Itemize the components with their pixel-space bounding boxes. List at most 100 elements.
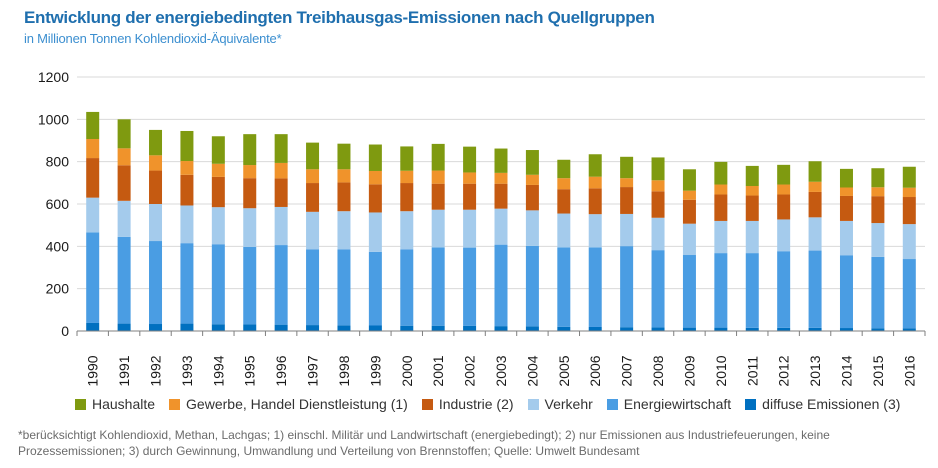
- bar-segment: [839, 328, 853, 331]
- bar-segment: [745, 253, 759, 328]
- bar-segment: [777, 327, 791, 331]
- bar-segment: [243, 178, 257, 209]
- x-tick-label: 2003: [493, 355, 509, 386]
- x-tick-label: 1997: [305, 355, 321, 386]
- bar-segment: [525, 174, 539, 185]
- bar-segment: [306, 169, 320, 184]
- legend-item: Industrie (2): [421, 396, 514, 412]
- legend-label: Verkehr: [544, 396, 593, 412]
- x-tick-label: 2002: [462, 355, 478, 386]
- bar-segment: [274, 178, 288, 207]
- bar-segment: [525, 326, 539, 331]
- bar-segment: [243, 208, 257, 247]
- bar-segment: [902, 224, 916, 260]
- bar-segment: [745, 195, 759, 221]
- bar-segment: [180, 130, 194, 162]
- bar-segment: [306, 142, 320, 170]
- bar-segment: [871, 187, 885, 197]
- legend-label: Energiewirtschaft: [623, 396, 732, 412]
- bar-segment: [337, 211, 351, 250]
- bar-segment: [682, 190, 696, 200]
- legend-swatch: [421, 398, 433, 410]
- bar-segment: [463, 325, 477, 331]
- x-tick-label: 1998: [336, 355, 352, 386]
- bar-segment: [463, 172, 477, 184]
- legend-label: Haushalte: [92, 396, 156, 412]
- bar-segment: [651, 250, 665, 328]
- bar-segment: [557, 159, 571, 179]
- bar-segment: [149, 204, 163, 242]
- bar-segment: [400, 146, 414, 171]
- x-tick-label: 1992: [148, 355, 164, 386]
- bar-segment: [337, 169, 351, 183]
- bar-segment: [682, 199, 696, 224]
- bar-segment: [588, 247, 602, 327]
- bar-segment: [337, 143, 351, 170]
- bar-segment: [400, 325, 414, 331]
- bar-segment: [211, 207, 225, 245]
- bar-segment: [777, 219, 791, 252]
- bar-segment: [651, 157, 665, 181]
- x-tick-label: 2006: [587, 355, 603, 386]
- bar-segment: [274, 245, 288, 325]
- bar-segment: [902, 197, 916, 225]
- bar-segment: [368, 251, 382, 326]
- bar-segment: [745, 220, 759, 254]
- bar-segment: [211, 176, 225, 208]
- bar-segment: [871, 168, 885, 188]
- y-tick-label: 200: [46, 281, 70, 297]
- axes: 0 200 400 600 800 1000 1200 1990 1991 1992 1993 199…: [38, 69, 926, 387]
- bar-segment: [525, 210, 539, 246]
- bar-segment: [682, 255, 696, 328]
- bar-segment: [557, 247, 571, 327]
- legend-swatch: [75, 398, 86, 410]
- bar-segment: [745, 327, 759, 331]
- bar-segment: [871, 328, 885, 331]
- legend-label: Industrie (2): [438, 396, 514, 412]
- bar-segment: [243, 246, 257, 325]
- bar-segment: [651, 180, 665, 192]
- bar-segment: [682, 223, 696, 256]
- bar-segment: [149, 155, 163, 171]
- x-tick-label: 1991: [116, 355, 132, 386]
- bar-segment: [808, 327, 822, 331]
- bar-segment: [400, 211, 414, 250]
- bar-segment: [337, 182, 351, 212]
- x-tick-label: 2008: [650, 355, 666, 386]
- bar-segment: [368, 212, 382, 252]
- bars: [86, 111, 916, 331]
- x-tick-label: 2011: [744, 356, 760, 386]
- bar-segment: [620, 187, 634, 214]
- bar-segment: [651, 327, 665, 331]
- bar-segment: [494, 148, 508, 173]
- x-tick-label: 2013: [807, 355, 823, 386]
- chart-subtitle: in Millionen Tonnen Kohlendioxid-Äquival…: [24, 31, 282, 46]
- bar-segment: [243, 165, 257, 179]
- bar-segment: [400, 170, 414, 184]
- bar-segment: [588, 154, 602, 177]
- bar-segment: [651, 191, 665, 218]
- x-tick-label: 1995: [242, 355, 258, 386]
- legend-swatch: [169, 398, 181, 410]
- bar-segment: [494, 183, 508, 209]
- bar-segment: [463, 209, 477, 248]
- stacked-bar-chart: 0 200 400 600 800 1000 1200 1990 1991 1992 1993 199…: [38, 69, 926, 387]
- bar-segment: [620, 213, 634, 247]
- bar-segment: [588, 188, 602, 215]
- legend-item: Haushalte: [75, 396, 155, 412]
- x-tick-label: 2009: [681, 355, 697, 386]
- bar-segment: [494, 208, 508, 245]
- bar-segment: [368, 184, 382, 213]
- x-tick-label: 1990: [85, 355, 101, 386]
- bar-segment: [337, 325, 351, 331]
- legend-swatch: [745, 398, 757, 410]
- legend-item: Verkehr: [527, 396, 593, 412]
- x-tick-label: 2004: [524, 355, 540, 386]
- bar-segment: [431, 170, 445, 184]
- bar-segment: [274, 206, 288, 246]
- x-tick-label: 2015: [870, 355, 886, 386]
- y-tick-label: 1200: [38, 69, 69, 85]
- bar-segment: [808, 250, 822, 328]
- bar-segment: [149, 129, 163, 156]
- bar-segment: [117, 200, 131, 237]
